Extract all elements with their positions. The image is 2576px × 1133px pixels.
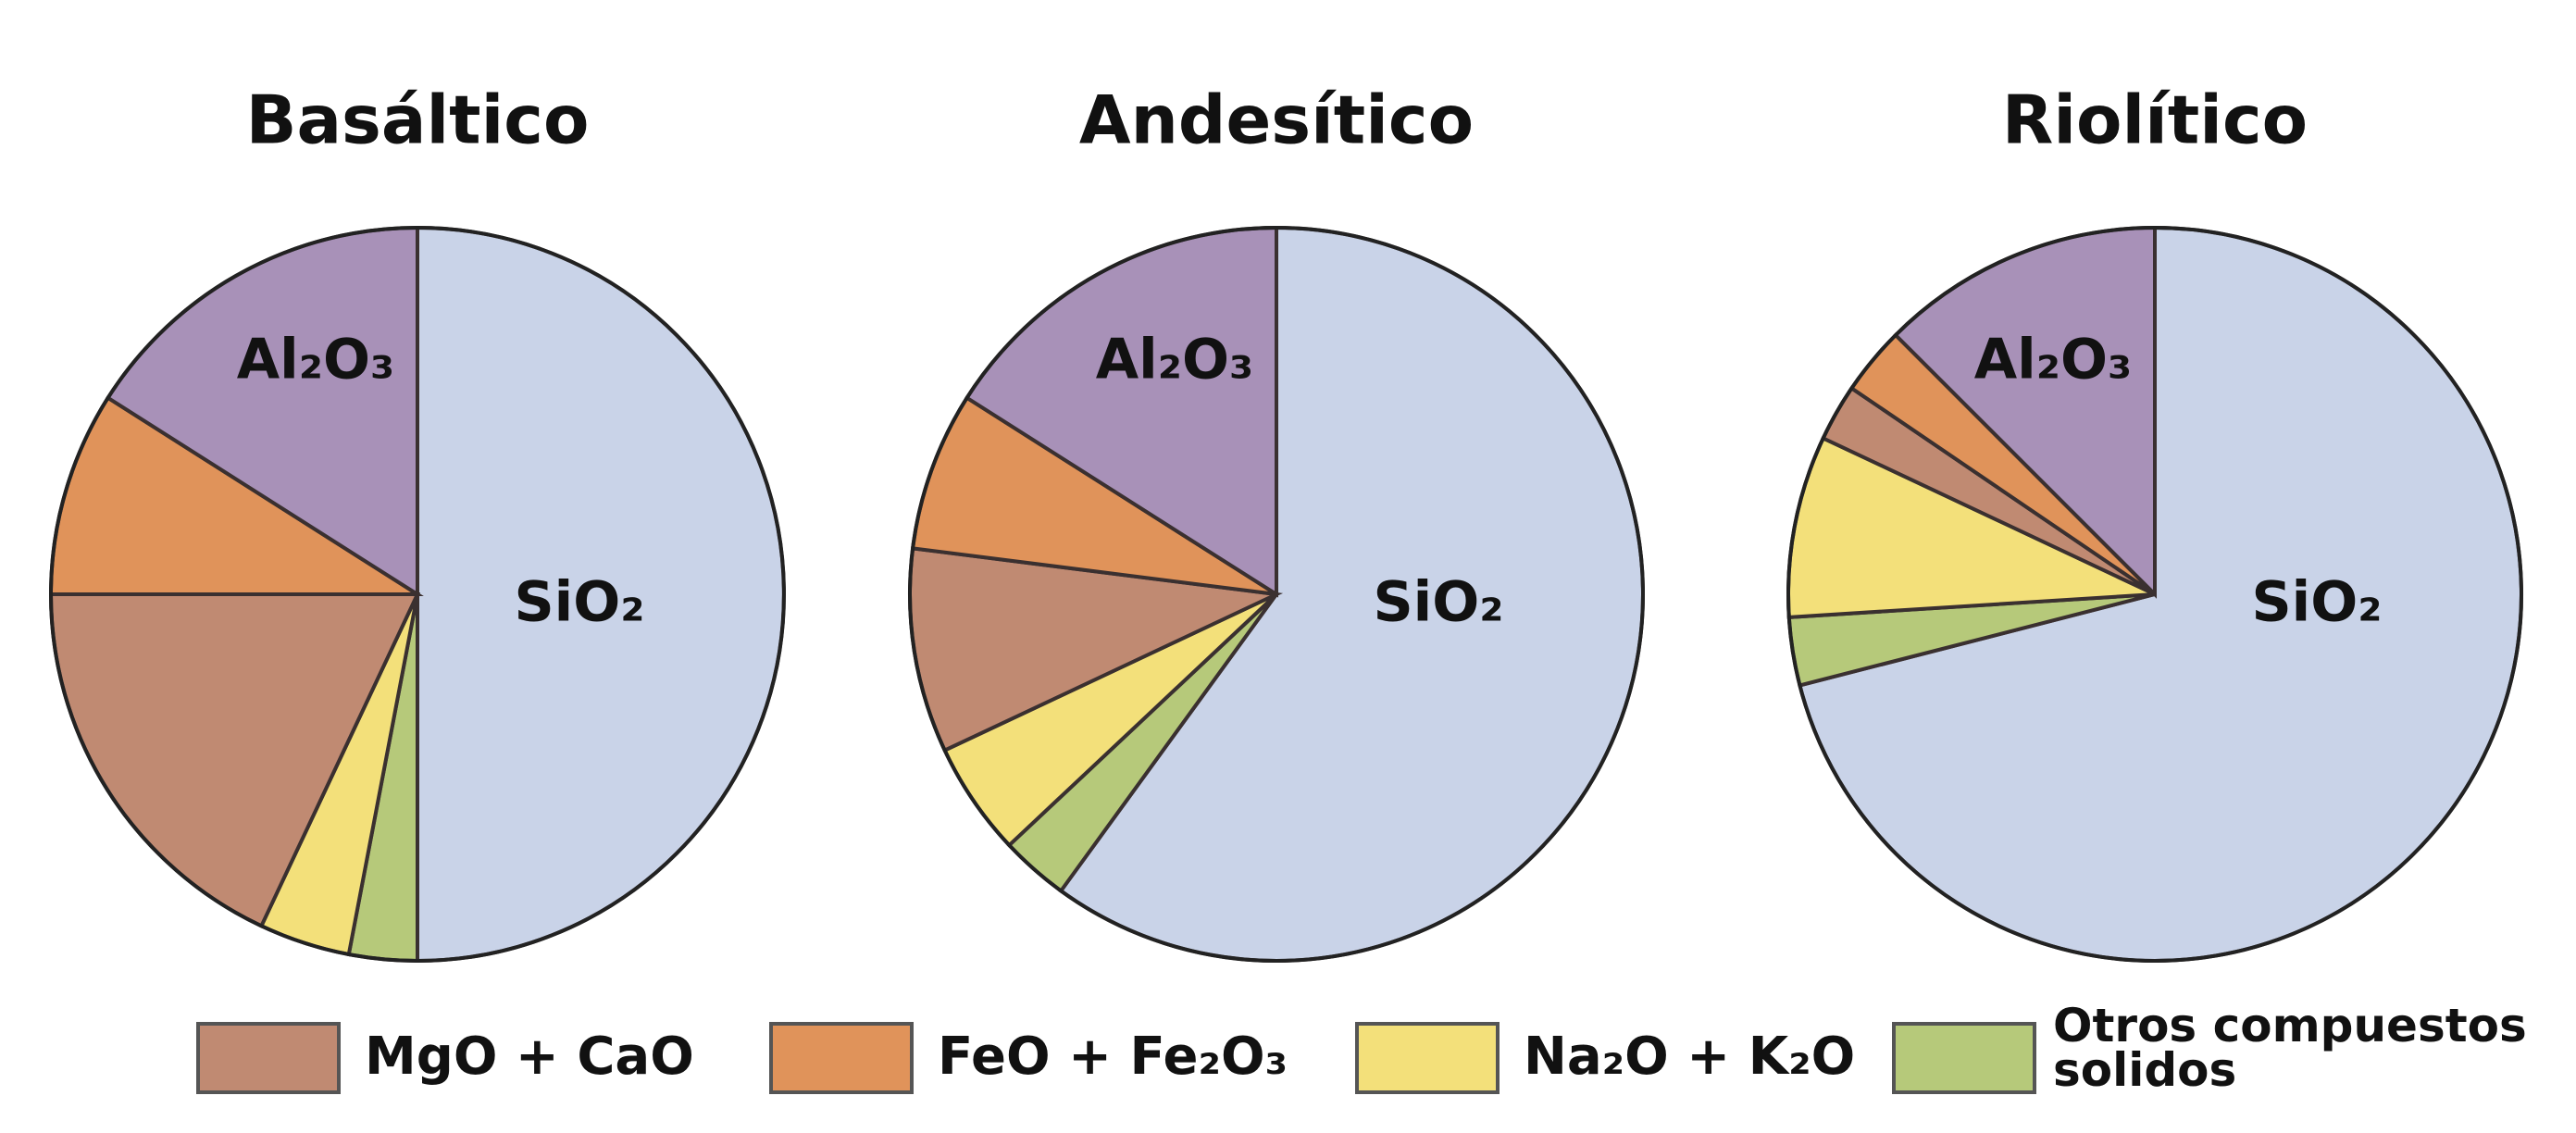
- legend-swatch: [196, 1022, 341, 1094]
- pie-outline: [1786, 226, 2523, 963]
- legend-label-box: Otros compuestos solidos: [2053, 1004, 2527, 1097]
- legend-label: Na₂O + K₂O: [1524, 1027, 1855, 1087]
- slice-label: Al₂O₃: [237, 328, 395, 392]
- chart-title: Andesítico: [1079, 81, 1474, 159]
- legend-label: Otros compuestos solidos: [2053, 1004, 2527, 1097]
- slice-label: SiO₂: [1373, 570, 1503, 635]
- legend-label: MgO + CaO: [365, 1027, 694, 1087]
- chart-title: Basáltico: [246, 81, 590, 159]
- slice-label: SiO₂: [2251, 570, 2382, 635]
- slice-label: SiO₂: [514, 570, 644, 635]
- pie-outline: [49, 226, 786, 963]
- legend-swatch: [1892, 1022, 2036, 1094]
- chart-title: Riolítico: [2002, 81, 2308, 159]
- legend-label: FeO + Fe₂O₃: [938, 1027, 1288, 1087]
- slice-label: Al₂O₃: [1096, 328, 1254, 392]
- slice-label: Al₂O₃: [1974, 328, 2133, 392]
- legend-swatch: [769, 1022, 914, 1094]
- pie-outline: [908, 226, 1645, 963]
- legend-swatch: [1355, 1022, 1500, 1094]
